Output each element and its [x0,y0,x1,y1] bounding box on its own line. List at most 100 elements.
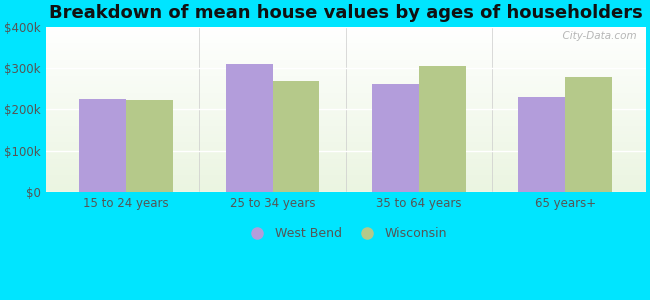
Bar [46,99,646,100]
Bar [519,97,566,192]
Bar [46,57,646,58]
Bar [46,52,646,53]
Bar [46,165,646,166]
Bar [46,105,646,106]
Bar [46,93,646,94]
Bar [46,103,646,104]
Bar [46,69,646,70]
Bar [46,182,646,183]
Bar [46,67,646,68]
Bar [46,180,646,181]
Bar [46,174,646,175]
Bar [46,175,646,176]
Bar [46,29,646,30]
Bar [46,74,646,75]
Bar [46,188,646,189]
Bar [46,48,646,49]
Bar [46,176,646,177]
Bar [46,173,646,174]
Bar [46,190,646,191]
Bar [46,56,646,57]
Bar [46,106,646,107]
Bar [46,46,646,47]
Bar [46,27,646,28]
Bar [46,127,646,128]
Bar [46,102,646,103]
Bar [46,187,646,188]
Bar [46,121,646,122]
Bar [46,155,646,156]
Bar [46,168,646,169]
Bar [46,100,646,101]
Bar [46,163,646,164]
Bar [46,178,646,179]
Bar [46,26,646,27]
Bar [46,158,646,159]
Bar [46,116,646,117]
Bar [46,77,646,78]
Bar [46,81,646,82]
Bar [46,79,646,80]
Bar [46,149,646,150]
Bar [46,157,646,158]
Bar [46,160,646,161]
Bar [46,148,646,149]
Bar [46,186,646,187]
Bar [46,138,646,139]
Bar [46,167,646,168]
Bar [46,136,646,137]
Bar [46,54,646,55]
Bar [46,30,646,31]
Bar [46,150,646,151]
Bar [46,83,646,84]
Bar [46,76,646,77]
Bar [46,179,646,180]
Bar [46,113,646,114]
Bar [46,118,646,119]
Bar [46,80,646,81]
Bar [46,39,646,40]
Bar [46,134,646,135]
Bar [226,64,272,192]
Bar [46,41,646,42]
Bar [46,92,646,93]
Bar [46,104,646,105]
Bar [46,36,646,37]
Bar [46,145,646,146]
Title: Breakdown of mean house values by ages of householders: Breakdown of mean house values by ages o… [49,4,643,22]
Bar [46,87,646,88]
Bar [46,141,646,142]
Bar [46,89,646,90]
Bar [46,146,646,147]
Bar [79,99,126,192]
Bar [46,120,646,121]
Bar [46,114,646,115]
Bar [46,137,646,138]
Bar [46,82,646,83]
Bar [46,43,646,44]
Bar [46,70,646,71]
Bar [46,55,646,56]
Bar [46,107,646,108]
Bar [46,84,646,85]
Bar [46,78,646,79]
Bar [46,172,646,173]
Bar [46,88,646,89]
Bar [419,66,466,192]
Bar [46,129,646,130]
Bar [46,111,646,112]
Bar [46,53,646,54]
Bar [46,40,646,41]
Bar [272,81,319,192]
Bar [46,71,646,72]
Bar [46,31,646,32]
Bar [46,37,646,38]
Bar [46,147,646,148]
Bar [46,159,646,160]
Bar [46,183,646,184]
Bar [46,62,646,63]
Bar [46,152,646,153]
Bar [46,42,646,43]
Text: City-Data.com: City-Data.com [556,32,637,41]
Bar [46,45,646,46]
